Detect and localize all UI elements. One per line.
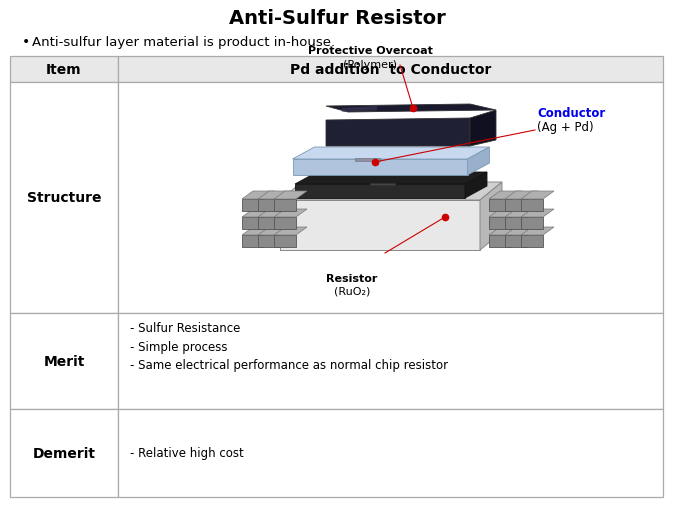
Polygon shape: [242, 199, 264, 212]
Text: •: •: [22, 35, 30, 49]
Polygon shape: [355, 159, 380, 162]
Polygon shape: [242, 235, 264, 247]
Polygon shape: [274, 210, 307, 218]
Text: - Relative high cost: - Relative high cost: [130, 446, 244, 460]
Polygon shape: [274, 218, 296, 230]
Text: Item: Item: [47, 63, 82, 77]
Text: Anti-Sulfur Resistor: Anti-Sulfur Resistor: [228, 9, 446, 27]
Polygon shape: [258, 191, 291, 199]
Polygon shape: [242, 210, 275, 218]
Polygon shape: [242, 191, 275, 199]
Text: Pd addition  to Conductor: Pd addition to Conductor: [290, 63, 491, 77]
FancyBboxPatch shape: [10, 57, 118, 83]
Polygon shape: [489, 191, 522, 199]
FancyBboxPatch shape: [118, 314, 663, 409]
Polygon shape: [480, 183, 502, 250]
Polygon shape: [470, 111, 496, 147]
Polygon shape: [521, 228, 554, 235]
Polygon shape: [280, 183, 502, 200]
Text: - Simple process: - Simple process: [130, 340, 228, 353]
Polygon shape: [295, 173, 487, 185]
Polygon shape: [505, 191, 538, 199]
Polygon shape: [280, 200, 480, 250]
Polygon shape: [295, 185, 465, 198]
Polygon shape: [468, 147, 489, 176]
Polygon shape: [242, 218, 264, 230]
Text: - Same electrical performance as normal chip resistor: - Same electrical performance as normal …: [130, 359, 448, 372]
Text: Resistor: Resistor: [326, 274, 377, 283]
Polygon shape: [489, 228, 522, 235]
Polygon shape: [326, 105, 496, 113]
Polygon shape: [258, 199, 280, 212]
FancyBboxPatch shape: [10, 409, 118, 497]
Polygon shape: [258, 235, 280, 247]
Polygon shape: [293, 147, 489, 160]
Text: (Ag + Pd): (Ag + Pd): [537, 121, 594, 134]
Polygon shape: [521, 218, 543, 230]
Polygon shape: [326, 119, 470, 147]
Polygon shape: [293, 160, 468, 176]
Text: Anti-sulfur layer material is product in-house.: Anti-sulfur layer material is product in…: [32, 35, 335, 48]
Polygon shape: [258, 210, 291, 218]
Polygon shape: [274, 199, 296, 212]
Polygon shape: [505, 235, 527, 247]
Polygon shape: [465, 173, 487, 198]
Text: Merit: Merit: [43, 355, 85, 368]
Polygon shape: [521, 210, 554, 218]
Text: - Sulfur Resistance: - Sulfur Resistance: [130, 321, 241, 334]
Polygon shape: [521, 235, 543, 247]
Text: Conductor: Conductor: [537, 107, 605, 120]
Text: (RuO₂): (RuO₂): [334, 286, 370, 296]
FancyBboxPatch shape: [118, 57, 663, 83]
Polygon shape: [489, 199, 511, 212]
Text: Demerit: Demerit: [32, 446, 96, 460]
Polygon shape: [521, 191, 554, 199]
Polygon shape: [342, 107, 377, 113]
Polygon shape: [274, 228, 307, 235]
Polygon shape: [274, 235, 296, 247]
Text: Structure: Structure: [27, 191, 101, 205]
Polygon shape: [505, 228, 538, 235]
Polygon shape: [489, 235, 511, 247]
FancyBboxPatch shape: [10, 83, 118, 314]
Text: (Polymer): (Polymer): [343, 60, 397, 70]
Polygon shape: [505, 218, 527, 230]
Polygon shape: [258, 228, 291, 235]
Polygon shape: [489, 218, 511, 230]
FancyBboxPatch shape: [10, 314, 118, 409]
Polygon shape: [505, 210, 538, 218]
FancyBboxPatch shape: [118, 409, 663, 497]
Text: Protective Overcoat: Protective Overcoat: [307, 46, 433, 56]
Polygon shape: [258, 218, 280, 230]
Polygon shape: [505, 199, 527, 212]
Polygon shape: [242, 228, 275, 235]
Polygon shape: [489, 210, 522, 218]
Polygon shape: [521, 199, 543, 212]
Polygon shape: [274, 191, 307, 199]
Polygon shape: [370, 184, 395, 186]
FancyBboxPatch shape: [118, 83, 663, 314]
